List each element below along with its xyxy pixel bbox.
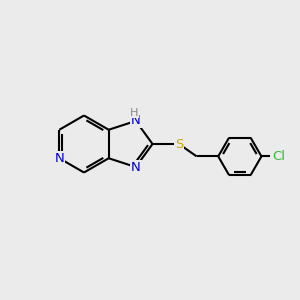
Text: Cl: Cl — [272, 150, 285, 163]
Text: N: N — [131, 160, 141, 174]
Text: N: N — [131, 114, 141, 128]
Text: S: S — [175, 137, 183, 151]
Text: H: H — [130, 107, 139, 118]
Text: N: N — [54, 152, 64, 165]
